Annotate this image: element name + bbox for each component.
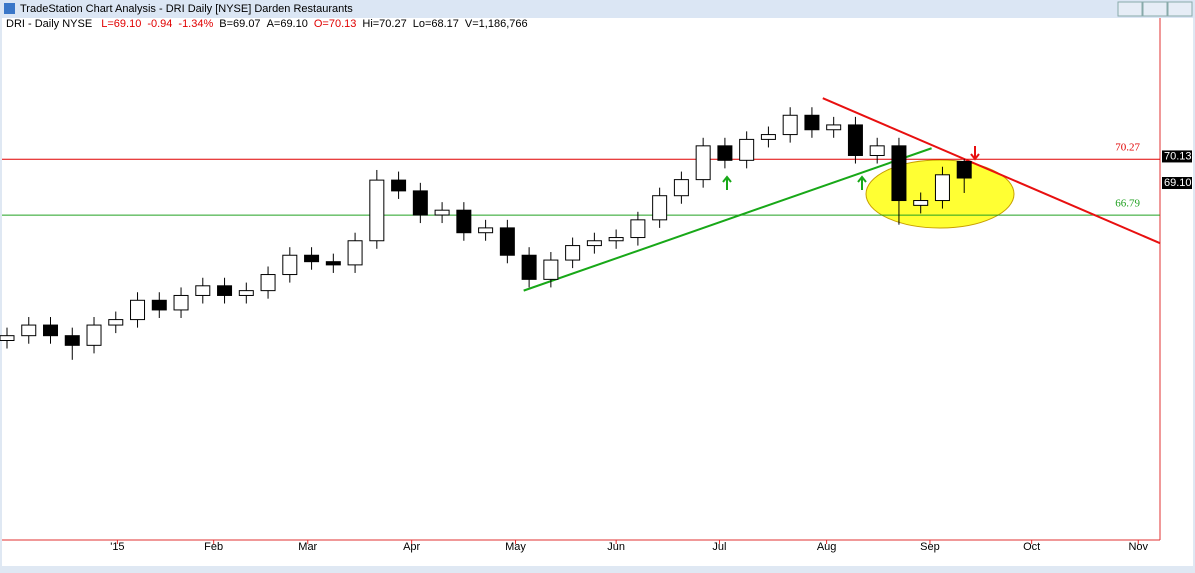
candle-body bbox=[238, 290, 254, 296]
candle-body bbox=[869, 145, 885, 156]
window-controls[interactable] bbox=[1117, 1, 1193, 17]
minimize-button[interactable] bbox=[1117, 1, 1143, 17]
candle-body bbox=[151, 299, 167, 311]
header-field: V=1,186,766 bbox=[465, 18, 528, 30]
candle-body bbox=[804, 114, 820, 131]
up-arrow bbox=[857, 175, 867, 190]
x-tick-label: Apr bbox=[403, 541, 420, 553]
candle-body bbox=[64, 335, 80, 346]
candle-body bbox=[739, 138, 755, 161]
candle-body bbox=[173, 294, 189, 311]
candle-body bbox=[21, 324, 37, 337]
candle-body bbox=[325, 261, 341, 266]
candle-body bbox=[586, 240, 602, 247]
chart-header: DRI - Daily NYSE L=69.10 -0.94 -1.34% B=69.… bbox=[6, 18, 528, 30]
window-title: TradeStation Chart Analysis - DRI Daily … bbox=[20, 3, 353, 15]
candle-body bbox=[43, 324, 59, 337]
x-tick-label: Nov bbox=[1128, 541, 1148, 553]
candle-body bbox=[565, 245, 581, 261]
candle-body bbox=[521, 254, 537, 280]
header-field: -0.94 bbox=[147, 18, 172, 30]
up-arrow bbox=[722, 175, 732, 190]
trendline bbox=[822, 97, 1161, 245]
title-bar bbox=[0, 0, 1195, 18]
candle-body bbox=[782, 114, 798, 136]
candle-body bbox=[478, 227, 494, 234]
candle-body bbox=[891, 145, 907, 202]
candle-body bbox=[499, 227, 515, 256]
candle-body bbox=[86, 324, 102, 346]
level-label: 70.27 bbox=[1115, 142, 1140, 154]
trendline bbox=[523, 147, 932, 292]
candle-body bbox=[282, 254, 298, 276]
candle-body bbox=[347, 240, 363, 266]
candle-body bbox=[543, 259, 559, 280]
header-field: A=69.10 bbox=[267, 18, 308, 30]
x-tick-label: Mar bbox=[298, 541, 317, 553]
close-button[interactable] bbox=[1167, 1, 1193, 17]
candle-body bbox=[608, 237, 624, 242]
symbol: DRI - Daily NYSE bbox=[6, 18, 92, 30]
candle-body bbox=[391, 179, 407, 192]
app-icon bbox=[4, 3, 15, 14]
candle-body bbox=[652, 195, 668, 221]
candle-body bbox=[260, 274, 276, 292]
x-tick-label: Jul bbox=[712, 541, 726, 553]
candle-body bbox=[717, 145, 733, 161]
level-label: 66.79 bbox=[1115, 198, 1140, 210]
x-tick-label: Feb bbox=[204, 541, 223, 553]
candle-body bbox=[304, 254, 320, 263]
candle-body bbox=[673, 179, 689, 197]
x-tick-label: Aug bbox=[817, 541, 837, 553]
candle-body bbox=[826, 124, 842, 131]
candle-body bbox=[630, 219, 646, 239]
maximize-button[interactable] bbox=[1142, 1, 1168, 17]
header-field: Hi=70.27 bbox=[362, 18, 406, 30]
candle-body bbox=[195, 285, 211, 296]
price-marker bbox=[1162, 177, 1192, 190]
header-field: -1.34% bbox=[178, 18, 213, 30]
candle-body bbox=[369, 179, 385, 242]
candle-body bbox=[760, 134, 776, 140]
candle-body bbox=[217, 285, 233, 296]
header-field: Lo=68.17 bbox=[413, 18, 459, 30]
x-tick-label: Oct bbox=[1023, 541, 1040, 553]
x-tick-label: Jun bbox=[607, 541, 625, 553]
x-tick-label: May bbox=[505, 541, 526, 553]
candle-body bbox=[108, 319, 124, 326]
candle-body bbox=[956, 160, 972, 179]
candle-body bbox=[412, 190, 428, 216]
candle-body bbox=[130, 299, 146, 321]
candle-body bbox=[434, 209, 450, 216]
candle-body bbox=[456, 209, 472, 234]
header-field: B=69.07 bbox=[219, 18, 260, 30]
price-marker bbox=[1162, 150, 1192, 163]
candle-body bbox=[847, 124, 863, 156]
price-marker-label: 70.13 bbox=[1164, 150, 1192, 162]
down-arrow bbox=[970, 146, 980, 161]
candle-body bbox=[0, 335, 15, 342]
price-marker-label: 69.10 bbox=[1164, 177, 1192, 189]
x-tick-label: Sep bbox=[920, 541, 940, 553]
header-field: L=69.10 bbox=[101, 18, 141, 30]
x-tick-label: '15 bbox=[110, 541, 124, 553]
candle-body bbox=[934, 174, 950, 202]
candle-body bbox=[695, 145, 711, 181]
header-field: O=70.13 bbox=[314, 18, 357, 30]
candle-body bbox=[913, 200, 929, 206]
